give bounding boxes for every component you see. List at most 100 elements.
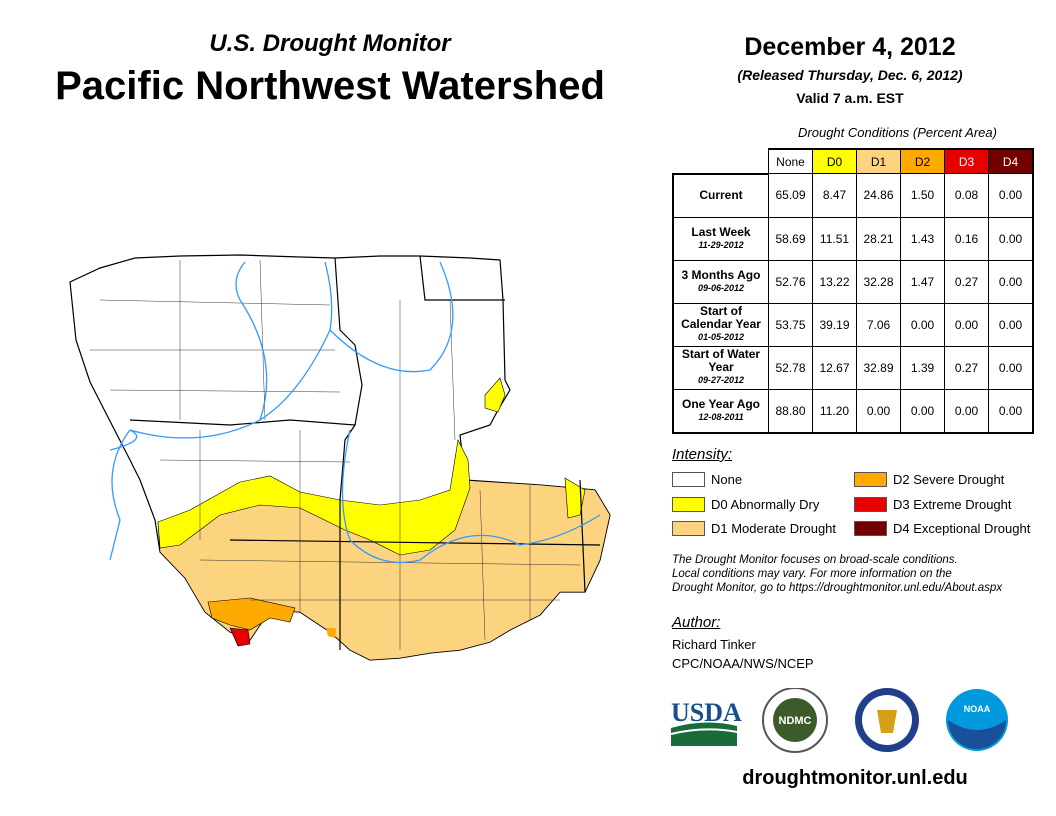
cell-d4: 0.00 <box>988 302 1034 347</box>
table-row: 3 Months Ago 09-06-2012 52.76 13.22 32.28 1.4… <box>672 259 1034 304</box>
cell-d2: 0.00 <box>900 302 945 347</box>
column-header-d2: D2 <box>900 148 945 174</box>
agency-logos: USDA NDMC NOAA <box>670 688 1008 753</box>
row-date: 11-29-2012 <box>698 239 744 250</box>
row-label-text: Start of Calendar Year <box>681 304 761 331</box>
legend-item: D3 Extreme Drought <box>854 497 1012 512</box>
cell-d2: 1.43 <box>900 216 945 261</box>
column-header-d4: D4 <box>988 148 1034 174</box>
noaa-logo: NOAA <box>946 689 1008 751</box>
row-label: Start of Water Year 09-27-2012 <box>672 345 769 390</box>
row-label: Last Week 11-29-2012 <box>672 216 769 261</box>
row-label-text: Last Week <box>691 224 751 239</box>
county-borders <box>90 259 581 650</box>
cell-d2: 0.00 <box>900 388 945 434</box>
region-d2-small <box>326 628 336 638</box>
legend-title: Intensity: <box>672 446 733 463</box>
cell-d0: 39.19 <box>812 302 857 347</box>
row-label-text: Start of Water Year <box>681 347 761 374</box>
cell-d1: 24.86 <box>856 173 901 218</box>
cell-d4: 0.00 <box>988 259 1034 304</box>
legend-swatch <box>672 472 705 487</box>
cell-d0: 12.67 <box>812 345 857 390</box>
cell-none: 52.76 <box>768 259 813 304</box>
table-header-row: None D0 D1 D2 D3 D4 <box>673 148 1034 175</box>
table-caption: Drought Conditions (Percent Area) <box>798 125 997 140</box>
legend-label: D3 Extreme Drought <box>893 497 1012 512</box>
cell-none: 58.69 <box>768 216 813 261</box>
region-d2 <box>207 597 296 631</box>
row-label-text: One Year Ago <box>681 396 761 411</box>
cell-d3: 0.00 <box>944 302 989 347</box>
cell-d4: 0.00 <box>988 216 1034 261</box>
column-header-d3: D3 <box>944 148 989 174</box>
website-url[interactable]: droughtmonitor.unl.edu <box>742 767 968 789</box>
column-header-d0: D0 <box>812 148 857 174</box>
cell-d3: 0.27 <box>944 259 989 304</box>
cell-d0: 11.20 <box>812 388 857 434</box>
cell-d3: 0.16 <box>944 216 989 261</box>
author-org: CPC/NOAA/NWS/NCEP <box>672 656 814 671</box>
svg-text:NOAA: NOAA <box>964 704 991 714</box>
legend-swatch <box>854 472 887 487</box>
cell-d4: 0.00 <box>988 345 1034 390</box>
state-borders <box>129 255 601 650</box>
table-row: Last Week 11-29-2012 58.69 11.51 28.21 1.43 0.… <box>672 216 1034 261</box>
row-date: 09-06-2012 <box>697 282 745 293</box>
legend-item: D0 Abnormally Dry <box>672 497 819 512</box>
legend-swatch <box>854 497 887 512</box>
usda-logo: USDA <box>670 698 742 746</box>
rivers <box>109 261 601 564</box>
cell-none: 65.09 <box>768 173 813 218</box>
row-label: 3 Months Ago 09-06-2012 <box>672 259 769 304</box>
disclaimer-note: The Drought Monitor focuses on broad-sca… <box>672 553 1042 595</box>
region-d3 <box>229 627 251 647</box>
cell-none: 52.78 <box>768 345 813 390</box>
row-label-text: Current <box>699 188 743 202</box>
cell-d2: 1.47 <box>900 259 945 304</box>
cell-d1: 32.28 <box>856 259 901 304</box>
legend-label: D2 Severe Drought <box>893 472 1005 487</box>
table-row: Start of Water Year 09-27-2012 52.78 12.67 3… <box>672 345 1034 390</box>
cell-d4: 0.00 <box>988 388 1034 434</box>
author-name: Richard Tinker <box>672 637 756 652</box>
row-date: 12-08-2011 <box>698 411 744 422</box>
row-date: 09-27-2012 <box>697 375 745 385</box>
legend-label: None <box>711 472 743 487</box>
note-line: Local conditions may vary. For more info… <box>672 568 952 580</box>
row-label: Start of Calendar Year 01-05-2012 <box>672 302 769 347</box>
ndmc-logo: NDMC <box>762 688 828 753</box>
cell-d1: 7.06 <box>856 302 901 347</box>
legend-label: D4 Exceptional Drought <box>893 521 1031 536</box>
cell-d1: 0.00 <box>856 388 901 434</box>
column-header-d1: D1 <box>856 148 901 174</box>
cell-d3: 0.08 <box>944 173 989 218</box>
drought-conditions-table: None D0 D1 D2 D3 D4 Current 65.09 8.47 24.8… <box>672 148 1034 434</box>
legend-item: D1 Moderate Drought <box>672 521 836 536</box>
page-title: Pacific Northwest Watershed <box>55 64 605 108</box>
region-d0 <box>157 439 471 556</box>
subtitle: U.S. Drought Monitor <box>209 30 451 57</box>
svg-text:USDA: USDA <box>671 698 742 727</box>
header-blank <box>673 149 769 175</box>
map-date: December 4, 2012 <box>744 33 956 61</box>
cell-none: 88.80 <box>768 388 813 434</box>
release-date: (Released Thursday, Dec. 6, 2012) <box>737 67 963 83</box>
legend-swatch <box>672 521 705 536</box>
cell-none: 53.75 <box>768 302 813 347</box>
author-heading: Author: <box>672 614 721 631</box>
legend-swatch <box>672 497 705 512</box>
legend-item: None <box>672 472 742 487</box>
row-label-text: 3 Months Ago <box>681 267 761 282</box>
cell-d1: 28.21 <box>856 216 901 261</box>
row-label: Current <box>672 173 769 218</box>
column-header-none: None <box>768 148 813 174</box>
note-line: Drought Monitor, go to https://droughtmo… <box>672 582 1003 594</box>
legend-item: D2 Severe Drought <box>854 472 1004 487</box>
valid-time: Valid 7 a.m. EST <box>796 90 904 106</box>
cell-d3: 0.00 <box>944 388 989 434</box>
region-d0-ne <box>484 377 506 413</box>
cell-d1: 32.89 <box>856 345 901 390</box>
note-line: The Drought Monitor focuses on broad-sca… <box>672 554 958 566</box>
